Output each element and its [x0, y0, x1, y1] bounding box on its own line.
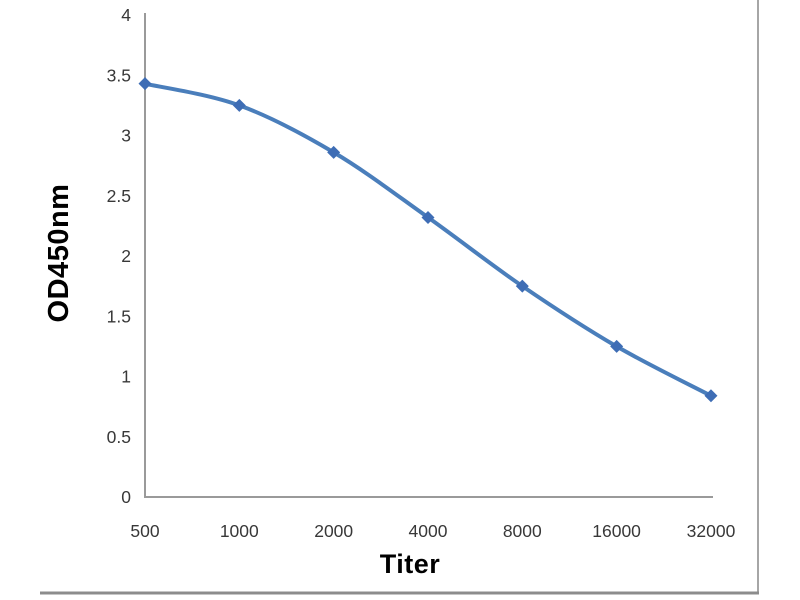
x-tick-label: 2000 [314, 521, 353, 541]
x-tick-label: 500 [130, 521, 159, 541]
data-point-marker [138, 77, 152, 91]
x-axis-tick-labels: 500 1000 2000 4000 8000 16000 32000 [130, 521, 735, 541]
y-tick-label: 1.5 [107, 306, 131, 326]
y-tick-label: 0 [121, 487, 131, 507]
data-point-marker [704, 389, 718, 403]
y-axis-title: OD450nm [43, 184, 75, 323]
y-tick-label: 3 [121, 126, 131, 146]
x-axis-title: Titer [380, 549, 441, 579]
y-axis-tick-labels: 0 0.5 1 1.5 2 2.5 3 3.5 4 [107, 5, 132, 507]
data-point-marker [327, 145, 341, 159]
data-point-marker [515, 279, 529, 293]
y-tick-label: 1 [121, 367, 131, 387]
x-tick-label: 8000 [503, 521, 542, 541]
data-point-marker [421, 210, 435, 224]
data-point-marker [232, 98, 246, 112]
x-tick-label: 4000 [409, 521, 448, 541]
x-tick-label: 1000 [220, 521, 259, 541]
y-tick-label: 3.5 [107, 65, 131, 85]
y-tick-label: 2.5 [107, 186, 131, 206]
y-tick-label: 0.5 [107, 427, 131, 447]
series-line [143, 81, 713, 398]
series-markers [138, 77, 718, 403]
data-point-marker [610, 339, 624, 353]
x-tick-label: 32000 [687, 521, 736, 541]
y-tick-label: 2 [121, 246, 131, 266]
x-tick-label: 16000 [592, 521, 641, 541]
y-tick-label: 4 [121, 5, 131, 25]
